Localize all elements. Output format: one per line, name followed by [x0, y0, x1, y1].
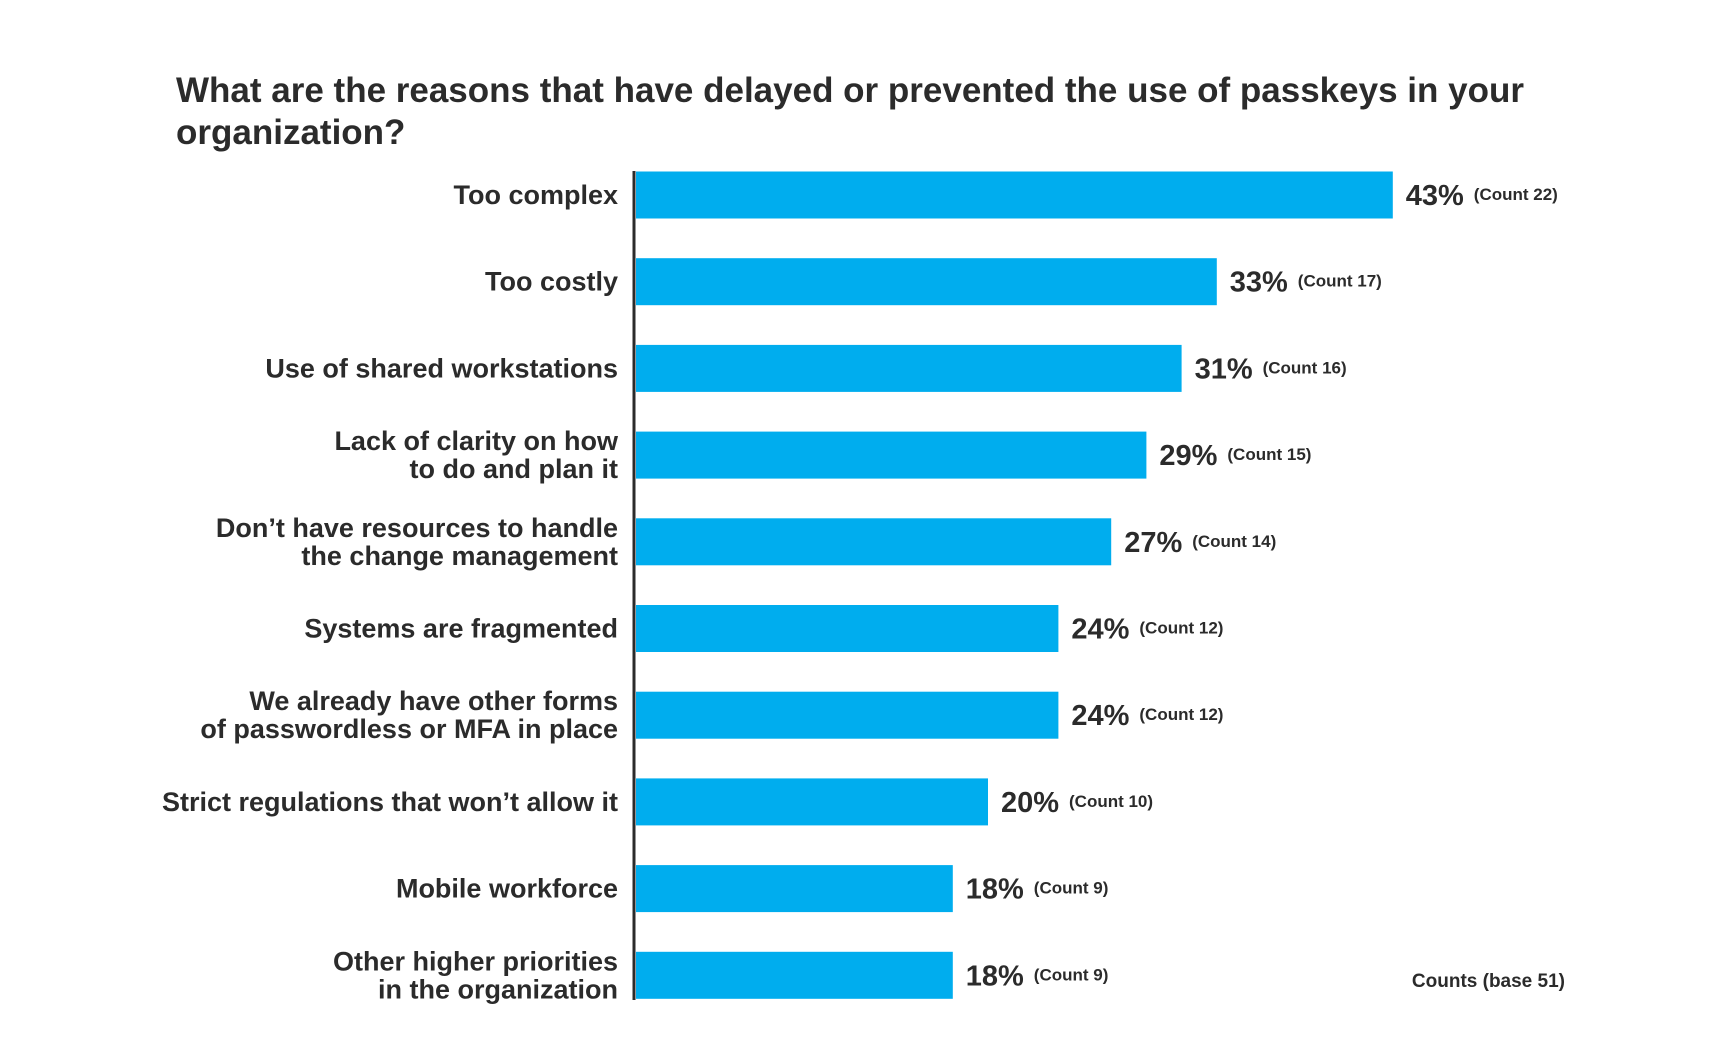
category-label: Too complex [453, 180, 618, 210]
bar [636, 865, 953, 913]
category-label: Systems are fragmented [304, 614, 618, 644]
count-label: (Count 10) [1069, 792, 1153, 811]
category-label: Use of shared workstations [265, 353, 618, 383]
count-label: (Count 17) [1298, 272, 1382, 291]
bar [636, 171, 1393, 219]
value-label: 18% [966, 960, 1024, 992]
category-label: Strict regulations that won’t allow it [162, 787, 618, 817]
count-label: (Count 12) [1139, 619, 1223, 638]
count-label: (Count 22) [1474, 185, 1558, 204]
value-label: 29% [1159, 440, 1217, 472]
category-label: Don’t have resources to handle the change… [216, 513, 618, 571]
category-label: Lack of clarity on how to do and plan it [334, 426, 619, 484]
bar [636, 605, 1059, 652]
value-label: 27% [1124, 527, 1182, 559]
bars-layer [636, 171, 1393, 999]
bar [636, 951, 953, 999]
value-label: 24% [1071, 614, 1129, 646]
value-label: 43% [1406, 180, 1464, 212]
bar [636, 778, 988, 826]
base-note: Counts (base 51) [1411, 971, 1565, 992]
count-label: (Count 14) [1192, 532, 1276, 551]
count-label: (Count 9) [1034, 965, 1109, 984]
value-label: 20% [1001, 787, 1059, 819]
bar [636, 691, 1059, 739]
bar [636, 518, 1112, 566]
count-label: (Count 9) [1034, 879, 1109, 898]
value-label: 24% [1071, 700, 1129, 732]
value-label: 31% [1195, 353, 1253, 385]
value-label: 33% [1230, 267, 1288, 299]
category-label: We already have other forms of passwordle… [200, 686, 618, 744]
count-label: (Count 16) [1263, 358, 1347, 377]
category-label: Too costly [485, 267, 618, 297]
category-label: Mobile workforce [396, 874, 618, 904]
value-label: 18% [966, 874, 1024, 906]
count-label: (Count 15) [1227, 445, 1311, 464]
category-label: Other higher priorities in the organizati… [333, 946, 618, 1004]
bar [636, 344, 1182, 392]
bar [636, 258, 1217, 306]
count-label: (Count 12) [1139, 705, 1223, 724]
bar [636, 431, 1147, 479]
labels-layer: Too complex 43% (Count 22) Too costly 33% (Co… [162, 180, 1558, 1004]
chart-title: What are the reasons that have delayed o… [176, 71, 1524, 152]
